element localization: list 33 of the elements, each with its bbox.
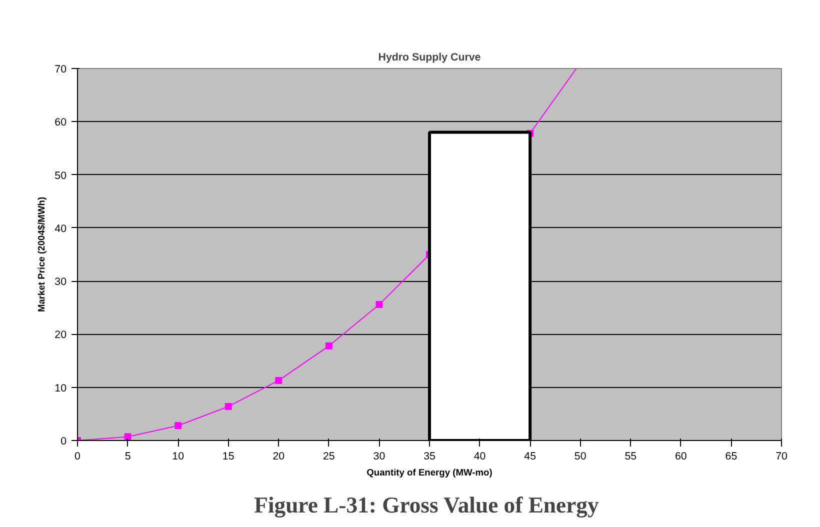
x-tick-label: 5 [124,450,131,462]
y-tick-label: 10 [54,382,67,394]
x-tick-label: 45 [524,450,536,462]
chart-title: Hydro Supply Curve [378,52,481,64]
x-tick-label: 25 [323,450,335,462]
point [174,422,182,430]
y-tick-label: 20 [54,329,67,342]
x-tick-label: 10 [172,450,184,462]
x-tick-label: 35 [424,450,436,462]
y-tick-label: 0 [60,436,67,448]
point [325,342,332,350]
point [376,300,383,308]
point [224,402,232,410]
x-tick-label: 15 [222,450,234,462]
y-tick-label: 30 [54,276,67,288]
x-tick-label: 55 [624,450,637,462]
point [124,433,132,440]
y-tick-label: 60 [54,116,67,129]
y-tick-label: 50 [54,170,67,182]
y-tick-label: 40 [54,222,67,235]
y-axis-title: Market Price (2004$/MWh) [36,196,47,312]
y-tick-label: 70 [54,64,67,76]
x-tick-label: 60 [675,450,687,462]
x-tick-label: 0 [74,450,81,462]
point [275,376,282,384]
x-tick-label: 65 [725,450,738,462]
x-tick-label: 70 [776,450,788,462]
x-tick-label: 40 [474,450,486,462]
x-tick-label: 20 [272,450,285,462]
x-tick-label: 30 [373,450,386,462]
x-tick-label: 50 [574,450,586,462]
x-axis-title: Quantity of Energy (MW-mo) [366,468,492,478]
text: Figure L-31: Gross Value of Energy [254,492,600,518]
